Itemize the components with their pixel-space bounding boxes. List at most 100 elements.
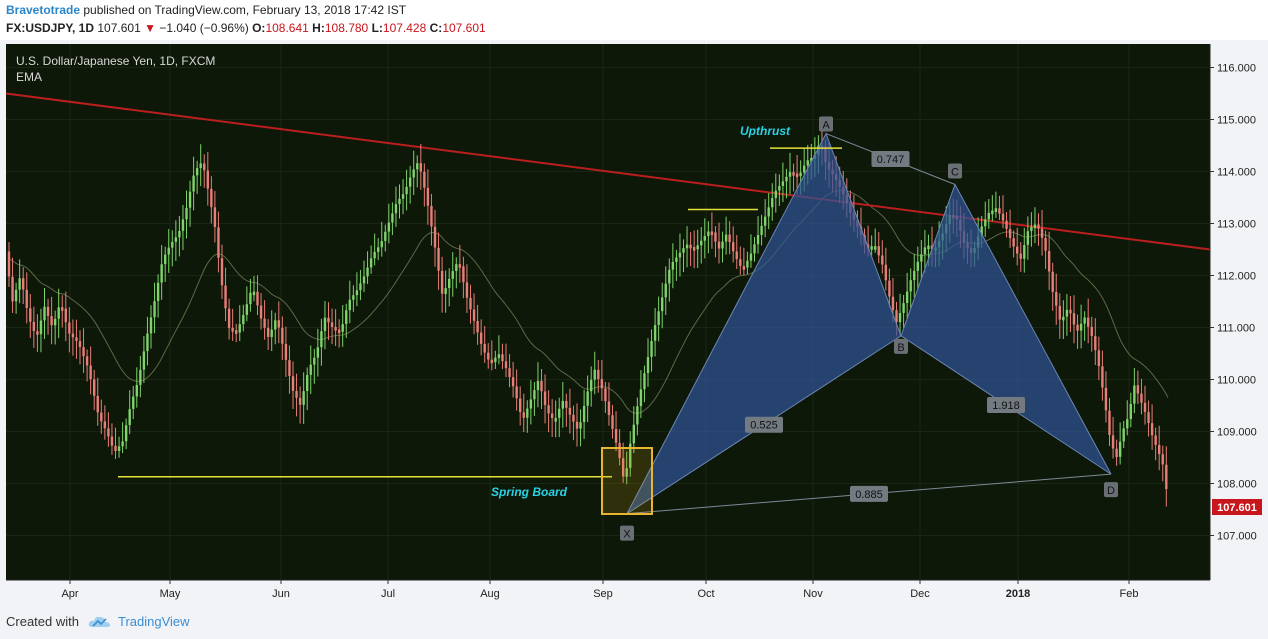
candle-body xyxy=(1051,271,1054,292)
candle-body xyxy=(181,219,185,231)
candle-body xyxy=(1076,324,1079,331)
candle-body xyxy=(398,198,401,204)
candle-body xyxy=(1058,305,1061,320)
ratio-badge xyxy=(871,151,910,168)
candle-body xyxy=(227,308,231,328)
candle-body xyxy=(444,288,447,295)
candle-body xyxy=(217,227,220,258)
candle-body xyxy=(1133,385,1136,404)
candle-body xyxy=(1037,224,1040,229)
y-tick-label: 113.000 xyxy=(1217,219,1256,231)
candle-body xyxy=(25,289,28,308)
candle-body xyxy=(330,322,334,327)
candle-body xyxy=(231,327,234,332)
candle-body xyxy=(408,177,412,187)
candle-body xyxy=(487,352,490,360)
y-tick-label: 110.000 xyxy=(1217,375,1256,387)
candle-body xyxy=(760,225,763,235)
candle-body xyxy=(337,329,341,334)
candle-body xyxy=(1087,317,1090,327)
candle-body xyxy=(416,163,419,170)
candle-body xyxy=(728,234,731,243)
candle-body xyxy=(277,320,280,328)
candle-body xyxy=(579,422,582,429)
candle-body xyxy=(767,207,770,217)
candle-body xyxy=(430,205,433,227)
tradingview-brand-link[interactable]: TradingView xyxy=(118,614,190,629)
price-axis[interactable] xyxy=(1210,44,1268,580)
candle-body xyxy=(139,369,142,385)
candle-body xyxy=(373,251,376,259)
time-axis-ticks: Apr May Jun Jul Aug Sep Oct Nov Dec 2018 Feb xyxy=(61,580,1138,600)
ratio-labels: 0.525 0.747 1.918 0.885 xyxy=(745,151,1025,502)
candle-body xyxy=(568,407,572,415)
candle-body xyxy=(543,391,547,406)
candle-body xyxy=(916,261,919,271)
candle-body xyxy=(774,190,777,199)
candle-body xyxy=(135,385,138,397)
candle-body xyxy=(465,282,469,298)
candle-body xyxy=(483,344,486,353)
open-value: 108.641 xyxy=(265,21,309,35)
candle-body xyxy=(124,425,128,442)
candle-body xyxy=(291,376,295,391)
candle-body xyxy=(32,321,36,332)
candle-body xyxy=(259,305,263,319)
candle-body xyxy=(451,271,454,279)
candle-body xyxy=(710,231,714,236)
spring-board-box[interactable] xyxy=(601,447,653,515)
y-tick-label: 112.000 xyxy=(1217,271,1256,283)
candle-body xyxy=(256,291,259,306)
pattern-point-badge xyxy=(819,116,833,132)
candle-body xyxy=(788,172,792,177)
candle-body xyxy=(270,329,273,338)
candle-body xyxy=(1150,423,1154,436)
candle-body xyxy=(188,191,192,208)
candle-body xyxy=(540,380,543,392)
candle-body xyxy=(57,307,60,319)
publish-line: Bravetotrade published on TradingView.co… xyxy=(6,3,406,17)
author-link[interactable]: Bravetotrade xyxy=(6,3,81,17)
candle-body xyxy=(1158,445,1161,455)
candle-body xyxy=(224,285,227,309)
candle-body xyxy=(529,399,533,409)
time-axis[interactable] xyxy=(0,580,1268,604)
candle-body xyxy=(149,317,153,334)
candle-body xyxy=(689,244,692,249)
candle-body xyxy=(206,170,209,189)
candle-body xyxy=(547,405,550,414)
candle-body xyxy=(586,391,589,406)
candle-body xyxy=(369,258,373,268)
candle-body xyxy=(657,311,660,325)
candle-body xyxy=(440,270,444,294)
candle-body xyxy=(110,436,114,446)
candle-body xyxy=(1033,224,1037,229)
candle-body xyxy=(352,295,355,300)
candle-body xyxy=(394,204,398,214)
candle-body xyxy=(455,264,458,272)
candle-body xyxy=(1005,220,1008,229)
candle-body xyxy=(984,219,987,227)
candle-body xyxy=(85,356,89,366)
candle-body xyxy=(472,309,476,321)
candle-body xyxy=(703,236,706,241)
candle-body xyxy=(146,333,149,352)
candle-body xyxy=(504,361,508,369)
upthrust-label: Upthrust xyxy=(740,124,791,138)
pattern-point-labels: X A B C D xyxy=(620,116,1118,541)
candle-body xyxy=(266,327,270,337)
y-tick-label: 108.000 xyxy=(1217,479,1257,491)
candle-body xyxy=(195,168,199,176)
resistance-trendline[interactable] xyxy=(5,92,1211,251)
candle-body xyxy=(1154,435,1157,445)
y-tick-label: 115.000 xyxy=(1217,115,1256,127)
candle-body xyxy=(668,269,671,284)
candle-body xyxy=(763,216,767,226)
last-price-tag-text: 107.601 xyxy=(1217,502,1257,514)
price-chart[interactable]: Upthrust Spring Board 0.525 0.747 1.918 0.8… xyxy=(0,40,1268,604)
candle-body xyxy=(71,333,75,338)
created-with-label: Created with xyxy=(6,614,79,629)
candle-body xyxy=(497,354,501,358)
candle-body xyxy=(437,247,440,271)
candle-body xyxy=(476,321,479,333)
